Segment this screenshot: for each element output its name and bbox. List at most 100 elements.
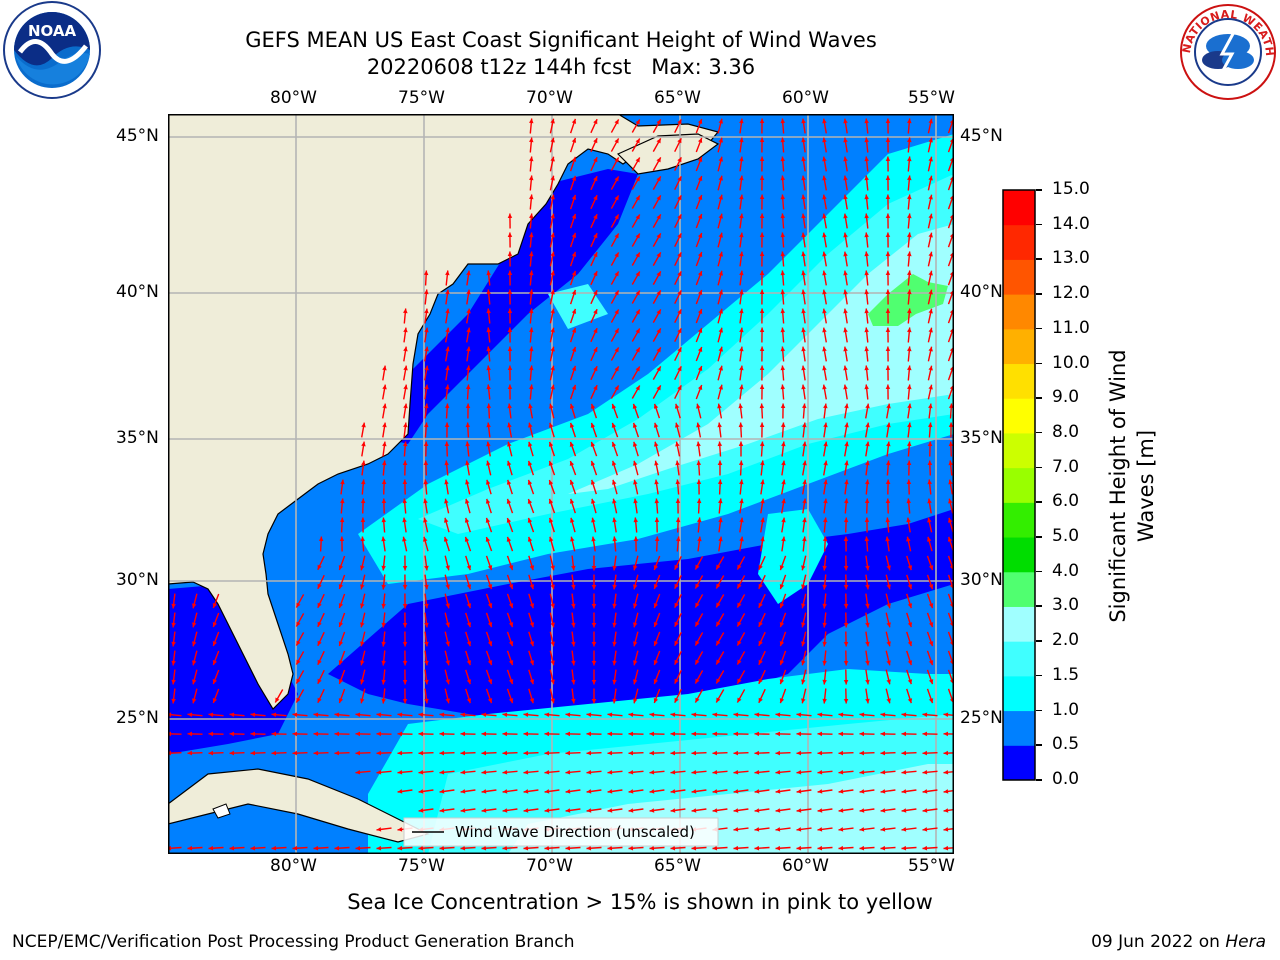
wave-direction-arrowhead <box>922 845 928 851</box>
wave-direction-arrowhead <box>928 679 934 685</box>
wave-direction-arrowhead <box>801 308 806 314</box>
wave-direction-arrowhead <box>822 137 827 143</box>
wave-direction-arrowhead <box>397 770 403 775</box>
wave-direction-arrowhead <box>445 403 450 409</box>
wave-direction-arrowhead <box>502 731 507 737</box>
wave-direction-arrowhead <box>586 845 592 851</box>
colorbar-tick <box>1036 223 1042 226</box>
wave-direction-arrowhead <box>550 346 555 352</box>
wave-direction-arrowhead <box>481 789 487 794</box>
wave-direction-arrowhead <box>674 583 679 589</box>
wave-direction-arrowhead <box>586 731 591 737</box>
wave-direction-arrowhead <box>698 119 703 124</box>
wave-direction-arrowhead <box>859 827 865 832</box>
wave-direction-arrowhead <box>843 566 849 571</box>
wave-direction-arrowhead <box>717 460 723 465</box>
wave-direction-arrowhead <box>927 498 932 504</box>
wave-direction-arrowhead <box>550 270 555 276</box>
wave-direction-arrowhead <box>402 498 407 504</box>
wave-direction-arrowhead <box>334 845 340 851</box>
wave-direction-arrowhead <box>628 845 634 851</box>
wave-direction-arrowhead <box>507 346 513 351</box>
wave-direction-arrowhead <box>716 621 721 627</box>
wave-direction-arrowhead <box>550 175 555 181</box>
wave-direction-arrowhead <box>485 517 491 523</box>
wave-direction-arrowhead <box>843 137 848 143</box>
wave-direction-arrowhead <box>928 403 933 409</box>
wave-direction-arrowhead <box>865 403 870 409</box>
wave-direction-arrowhead <box>780 308 785 314</box>
wave-direction-arrowhead <box>529 698 535 704</box>
wave-direction-arrowhead <box>439 750 444 756</box>
wave-direction-arrowhead <box>712 845 718 851</box>
wave-direction-arrowhead <box>192 641 197 647</box>
wave-direction-arrowhead <box>780 251 785 257</box>
wave-direction-arrowhead <box>822 603 827 609</box>
wave-direction-arrowhead <box>550 232 555 238</box>
wave-direction-arrowhead <box>739 175 744 181</box>
wave-direction-arrowhead <box>550 289 555 295</box>
wave-direction-arrowhead <box>466 327 471 333</box>
wave-direction-arrowhead <box>381 517 386 523</box>
colorbar-tick <box>1036 570 1042 573</box>
wave-direction-arrowhead <box>907 251 912 257</box>
wave-direction-arrowhead <box>612 641 617 647</box>
wave-direction-arrowhead <box>739 308 744 314</box>
wave-direction-arrowhead <box>781 536 786 542</box>
wave-direction-arrowhead <box>507 308 513 313</box>
wave-direction-arrowhead <box>885 251 891 256</box>
wave-direction-arrowhead <box>486 270 491 276</box>
wave-direction-arrowhead <box>907 194 912 200</box>
wave-direction-arrowhead <box>739 346 744 352</box>
wave-direction-arrowhead <box>948 441 954 447</box>
wave-direction-arrowhead <box>507 289 513 294</box>
wave-direction-arrowhead <box>317 640 322 646</box>
wave-direction-arrowhead <box>654 517 660 522</box>
wave-direction-arrowhead <box>565 712 571 717</box>
wave-direction-arrowhead <box>403 422 408 428</box>
wave-direction-arrowhead <box>780 270 785 276</box>
wave-direction-arrowhead <box>382 403 387 409</box>
wave-direction-arrowhead <box>886 603 891 609</box>
wave-direction-arrowhead <box>796 789 802 794</box>
wave-direction-arrowhead <box>775 770 781 775</box>
wave-direction-arrowhead <box>885 194 891 199</box>
wave-direction-arrowhead <box>739 156 744 162</box>
wave-direction-arrowhead <box>922 731 927 737</box>
wave-direction-arrowhead <box>628 770 634 775</box>
wave-direction-arrowhead <box>508 641 514 647</box>
wave-direction-arrowhead <box>754 789 760 794</box>
wave-direction-arrowhead <box>907 698 913 704</box>
wave-direction-arrowhead <box>780 175 785 181</box>
wave-direction-arrowhead <box>292 712 298 717</box>
wave-direction-arrowhead <box>802 403 807 409</box>
wave-direction-arrowhead <box>571 308 577 314</box>
wave-direction-arrowhead <box>486 308 491 314</box>
wave-direction-arrowhead <box>859 789 865 794</box>
wave-direction-arrowhead <box>822 213 827 219</box>
wave-direction-arrowhead <box>691 731 696 737</box>
wave-direction-arrowhead <box>653 679 658 684</box>
wave-direction-arrowhead <box>460 750 465 756</box>
wave-direction-arrowhead <box>822 565 827 571</box>
wave-direction-arrowhead <box>487 698 493 704</box>
wave-direction-arrowhead <box>758 697 763 703</box>
wave-direction-arrowhead <box>739 137 744 143</box>
wave-direction-arrowhead <box>696 460 702 466</box>
wave-direction-arrowhead <box>780 232 785 238</box>
wave-direction-arrowhead <box>754 731 759 737</box>
wave-direction-arrowhead <box>838 789 844 794</box>
wave-direction-arrowhead <box>591 517 596 523</box>
wave-direction-arrowhead <box>611 422 617 428</box>
colorbar-tick <box>1036 362 1042 365</box>
wave-direction-arrowhead <box>760 498 765 504</box>
wave-direction-arrowhead <box>759 327 765 332</box>
wave-direction-arrowhead <box>402 536 407 542</box>
wave-direction-arrowhead <box>586 712 592 717</box>
wave-direction-arrowhead <box>928 641 934 647</box>
wave-direction-arrowhead <box>822 194 827 200</box>
wave-direction-arrowhead <box>844 498 849 504</box>
wave-direction-arrowhead <box>885 270 891 275</box>
wave-direction-arrowhead <box>569 498 575 504</box>
wave-direction-arrowhead <box>571 232 577 238</box>
